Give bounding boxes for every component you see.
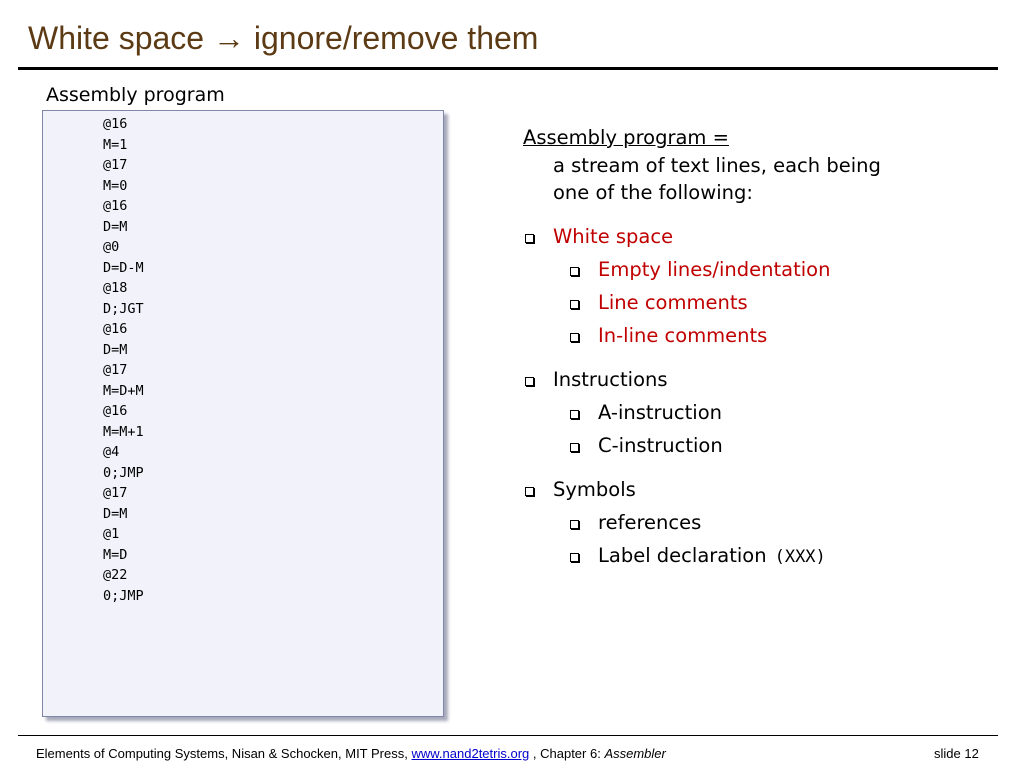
bullet-text: White space xyxy=(553,225,674,248)
bullet-text: Instructions xyxy=(553,368,668,391)
bullet-icon xyxy=(525,377,534,386)
bullet-icon xyxy=(525,487,534,496)
code-line: D=D-M xyxy=(103,259,144,276)
footer-rule xyxy=(18,735,998,736)
bullet-text: Symbols xyxy=(553,478,636,501)
code-line: M=M+1 xyxy=(103,423,144,440)
sub-bullet-text: references xyxy=(598,511,702,534)
sub-bullet-text: Label declaration (XXX) xyxy=(598,544,826,567)
code-line: @17 xyxy=(103,362,128,378)
code-line: 0;JMP xyxy=(103,587,144,604)
sub-bullet-icon xyxy=(570,553,579,562)
code-line: @1 xyxy=(103,526,120,542)
sub-bullet-text: Line comments xyxy=(598,291,748,314)
code-line: @18 xyxy=(103,280,128,296)
code-line: M=D+M xyxy=(103,382,144,399)
sub-bullet-text: C-instruction xyxy=(598,434,723,457)
slide-number: slide 12 xyxy=(934,746,979,761)
sub-bullet-icon xyxy=(570,443,579,452)
sub-bullet-code: (XXX) xyxy=(774,547,826,567)
code-line: M=0 xyxy=(103,177,128,194)
title-rule xyxy=(18,67,998,70)
code-line: 0;JMP xyxy=(103,464,144,481)
footer-chapter-name: Assembler xyxy=(604,746,666,761)
sub-bullet-icon xyxy=(570,267,579,276)
code-line: @16 xyxy=(103,403,128,419)
code-line: D=M xyxy=(103,341,128,358)
code-line: @17 xyxy=(103,157,128,173)
sub-bullet-icon xyxy=(570,520,579,529)
code-line: M=D xyxy=(103,546,128,563)
footer-chapter: , Chapter 6: xyxy=(532,746,601,761)
footer-link[interactable]: www.nand2tetris.org xyxy=(411,746,530,761)
sub-bullet-icon xyxy=(570,333,579,342)
sub-bullet-text: Empty lines/indentation xyxy=(598,258,831,281)
code-line: @16 xyxy=(103,116,128,132)
footer-source: Elements of Computing Systems, Nisan & S… xyxy=(36,746,408,761)
footer-text: Elements of Computing Systems, Nisan & S… xyxy=(36,746,666,761)
sub-bullet-text: In-line comments xyxy=(598,324,768,347)
sub-bullet-icon xyxy=(570,300,579,309)
code-line: @4 xyxy=(103,444,120,460)
code-line: D=M xyxy=(103,505,128,522)
code-label: Assembly program xyxy=(46,84,225,106)
code-line: @17 xyxy=(103,485,128,501)
code-line: D=M xyxy=(103,218,128,235)
code-line: @16 xyxy=(103,321,128,337)
sub-bullet-icon xyxy=(570,410,579,419)
code-line: D;JGT xyxy=(103,300,144,317)
definition-line: a stream of text lines, each being xyxy=(553,154,881,177)
bullet-icon xyxy=(525,234,534,243)
definition-heading: Assembly program = xyxy=(523,126,729,149)
code-line: @0 xyxy=(103,239,120,255)
code-line: @22 xyxy=(103,567,128,583)
code-line: @16 xyxy=(103,198,128,214)
code-box xyxy=(42,110,444,717)
code-line: M=1 xyxy=(103,136,128,153)
sub-bullet-text: A-instruction xyxy=(598,401,722,424)
slide-title: White space → ignore/remove them xyxy=(28,20,539,56)
definition-line: one of the following: xyxy=(553,181,753,204)
